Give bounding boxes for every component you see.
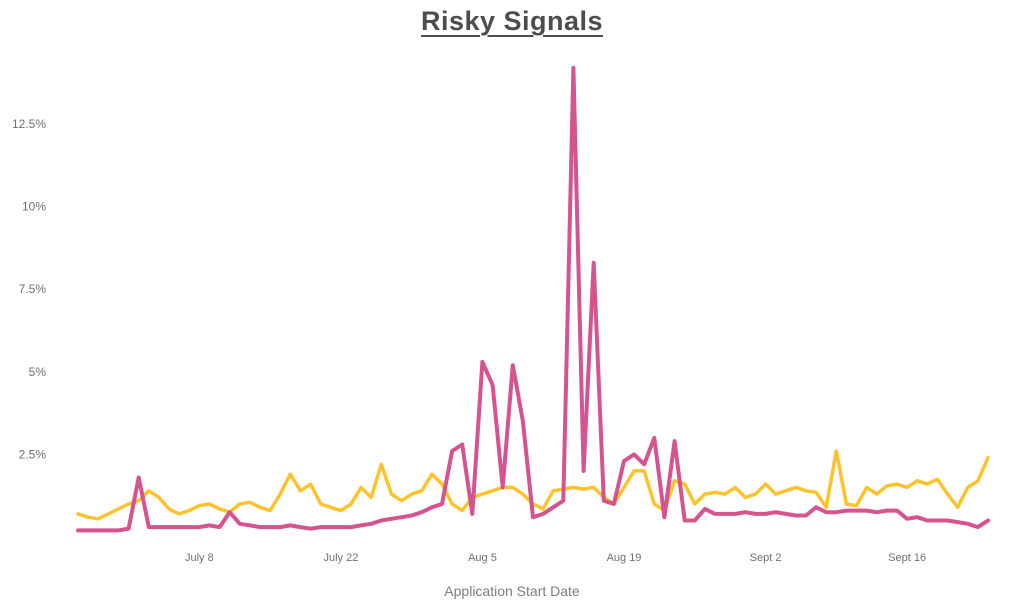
x-axis-title: Application Start Date <box>444 583 580 599</box>
x-tick-label: July 22 <box>323 552 358 564</box>
x-tick-label: Aug 5 <box>468 552 497 564</box>
x-tick-label: Sept 16 <box>888 552 926 564</box>
chart-title: Risky Signals <box>0 6 1024 37</box>
y-tick-label: 12.5% <box>12 117 46 131</box>
y-tick-label: 10% <box>22 200 46 214</box>
chart-title-text: Risky Signals <box>420 6 604 36</box>
y-tick-label: 5% <box>29 365 47 379</box>
x-tick-label: Sept 2 <box>750 552 782 564</box>
x-tick-label: July 8 <box>185 552 214 564</box>
x-tick-label: Aug 19 <box>607 552 642 564</box>
y-tick-label: 2.5% <box>19 447 47 461</box>
pink-signal-line <box>76 65 990 533</box>
y-tick-label: 7.5% <box>19 282 47 296</box>
